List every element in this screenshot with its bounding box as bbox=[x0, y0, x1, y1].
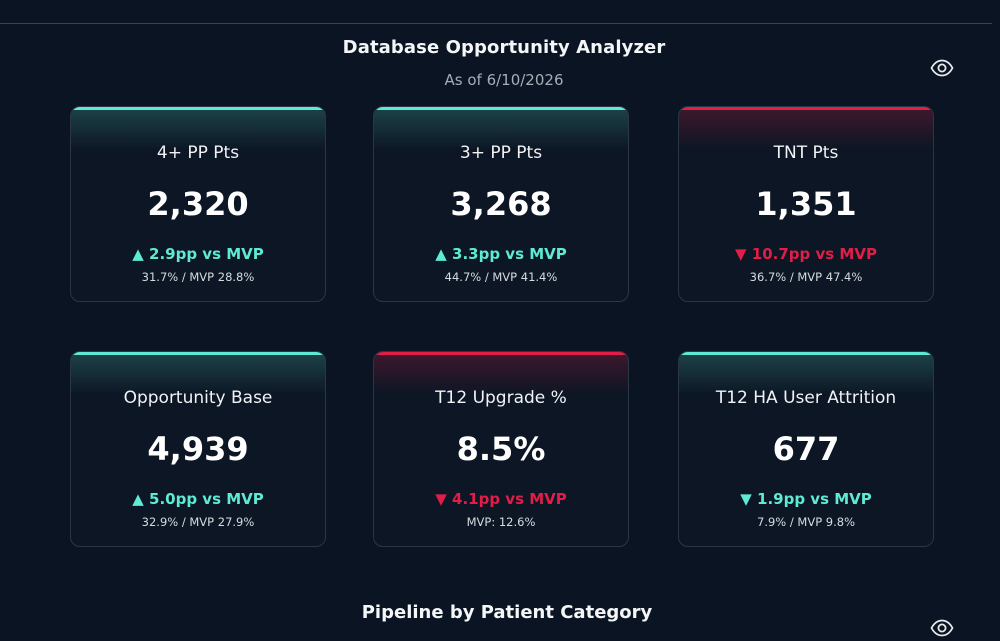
page-title: Database Opportunity Analyzer bbox=[342, 37, 666, 58]
kpi-delta-text: 10.7pp vs MVP bbox=[751, 245, 877, 263]
up-arrow-icon: ▲ bbox=[435, 245, 447, 263]
kpi-card-opportunity-base: Opportunity Base 4,939 ▲ 5.0pp vs MVP 32… bbox=[70, 351, 326, 547]
kpi-delta-text: 4.1pp vs MVP bbox=[452, 490, 567, 508]
section-title: Pipeline by Patient Category bbox=[361, 602, 653, 623]
kpi-label: T12 Upgrade % bbox=[435, 388, 567, 408]
kpi-card-t12-upgrade: T12 Upgrade % 8.5% ▼ 4.1pp vs MVP MVP: 1… bbox=[373, 351, 629, 547]
card-accent bbox=[374, 107, 628, 150]
kpi-card-3pp-pts: 3+ PP Pts 3,268 ▲ 3.3pp vs MVP 44.7% / M… bbox=[373, 106, 629, 302]
kpi-detail: 44.7% / MVP 41.4% bbox=[444, 270, 558, 284]
card-accent bbox=[679, 107, 933, 150]
kpi-detail: 32.9% / MVP 27.9% bbox=[141, 515, 255, 529]
kpi-value: 3,268 bbox=[450, 185, 552, 223]
down-arrow-icon: ▼ bbox=[435, 490, 447, 508]
kpi-detail: 7.9% / MVP 9.8% bbox=[757, 515, 855, 529]
kpi-delta-text: 5.0pp vs MVP bbox=[149, 490, 264, 508]
kpi-card-t12-ha-user-attrition: T12 HA User Attrition 677 ▼ 1.9pp vs MVP… bbox=[678, 351, 934, 547]
card-accent bbox=[374, 352, 628, 395]
kpi-delta: ▼ 4.1pp vs MVP bbox=[374, 490, 628, 508]
eye-icon[interactable] bbox=[930, 616, 954, 640]
kpi-value: 1,351 bbox=[755, 185, 857, 223]
kpi-label: T12 HA User Attrition bbox=[715, 388, 897, 408]
kpi-delta-text: 3.3pp vs MVP bbox=[452, 245, 567, 263]
kpi-label: TNT Pts bbox=[773, 143, 839, 163]
kpi-delta-text: 1.9pp vs MVP bbox=[757, 490, 872, 508]
kpi-delta-text: 2.9pp vs MVP bbox=[149, 245, 264, 263]
top-divider bbox=[0, 23, 992, 24]
kpi-card-tnt-pts: TNT Pts 1,351 ▼ 10.7pp vs MVP 36.7% / MV… bbox=[678, 106, 934, 302]
kpi-label: 3+ PP Pts bbox=[459, 143, 543, 163]
up-arrow-icon: ▲ bbox=[132, 490, 144, 508]
kpi-delta: ▲ 3.3pp vs MVP bbox=[374, 245, 628, 263]
kpi-detail: MVP: 12.6% bbox=[466, 515, 536, 529]
up-arrow-icon: ▲ bbox=[132, 245, 144, 263]
kpi-value: 4,939 bbox=[147, 430, 249, 468]
kpi-value: 2,320 bbox=[147, 185, 249, 223]
card-accent bbox=[71, 352, 325, 395]
kpi-delta: ▼ 10.7pp vs MVP bbox=[679, 245, 933, 263]
down-arrow-icon: ▼ bbox=[740, 490, 752, 508]
as-of-date: As of 6/10/2026 bbox=[444, 71, 564, 89]
kpi-value: 677 bbox=[772, 430, 840, 468]
kpi-delta: ▲ 5.0pp vs MVP bbox=[71, 490, 325, 508]
kpi-delta: ▼ 1.9pp vs MVP bbox=[679, 490, 933, 508]
kpi-value: 8.5% bbox=[456, 430, 546, 468]
kpi-detail: 36.7% / MVP 47.4% bbox=[749, 270, 863, 284]
kpi-card-4pp-pts: 4+ PP Pts 2,320 ▲ 2.9pp vs MVP 31.7% / M… bbox=[70, 106, 326, 302]
kpi-label: 4+ PP Pts bbox=[156, 143, 240, 163]
kpi-detail: 31.7% / MVP 28.8% bbox=[141, 270, 255, 284]
down-arrow-icon: ▼ bbox=[735, 245, 747, 263]
eye-icon[interactable] bbox=[930, 56, 954, 80]
card-accent bbox=[71, 107, 325, 150]
kpi-delta: ▲ 2.9pp vs MVP bbox=[71, 245, 325, 263]
kpi-label: Opportunity Base bbox=[123, 388, 273, 408]
card-accent bbox=[679, 352, 933, 395]
